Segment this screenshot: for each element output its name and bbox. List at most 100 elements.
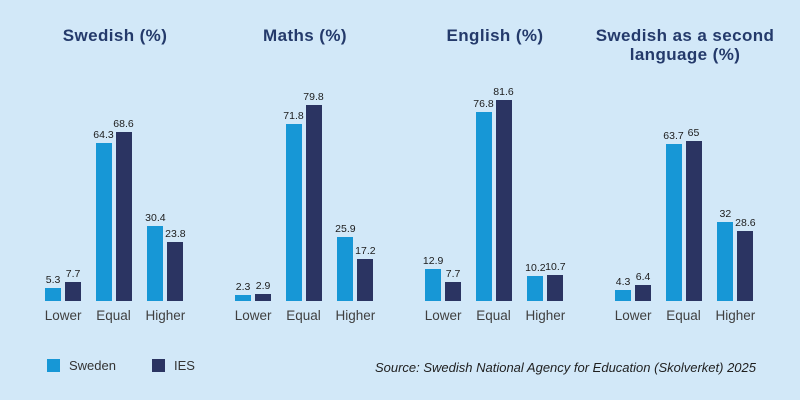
category-label: Higher [715,308,756,323]
bar-pair: 64.3 68.6 [93,117,134,301]
bar-ies [547,275,564,301]
category-label: Equal [476,308,511,323]
bar-ies [445,282,462,301]
bar-group: 76.8 81.6 Equal [473,86,514,333]
bar-sweden [147,226,164,301]
bar-with-label: 79.8 [303,90,324,301]
bar-value-label: 68.6 [113,117,134,130]
category-label: Higher [145,308,186,323]
bar-value-label: 79.8 [303,90,324,103]
bar-group: 4.3 6.4 Lower [615,271,652,333]
bar-group: 10.2 10.7 Higher [525,261,566,333]
bar-ies [737,231,754,301]
legend-item-sweden: Sweden [47,358,116,373]
category-label: Higher [525,308,566,323]
bar-with-label: 71.8 [283,110,304,301]
bar-ies [167,242,184,301]
bar-sweden [425,269,442,301]
bar-with-label: 68.6 [113,117,134,301]
category-label: Equal [666,308,701,323]
bar-with-label: 17.2 [355,244,376,301]
bar-group: 64.3 68.6 Equal [93,117,134,333]
bar-value-label: 65 [687,126,700,139]
chart-2: Maths (%) 2.3 2.9 Lower 71.8 79.8 Equal 25.9 17.… [210,26,400,332]
bar-with-label: 7.7 [445,267,462,301]
bar-sweden [95,143,112,301]
bar-sweden [717,222,734,301]
bar-group: 63.7 65 Equal [663,126,702,333]
bar-with-label: 7.7 [65,267,82,301]
bar-with-label: 76.8 [473,98,494,301]
bar-pair: 25.9 17.2 [335,222,376,301]
legend-label-sweden: Sweden [69,358,116,373]
bar-value-label: 12.9 [422,254,444,267]
bar-with-label: 12.9 [422,254,444,301]
category-label: Lower [44,308,82,323]
bar-value-label: 2.3 [235,280,251,293]
bar-sweden [615,290,632,301]
category-label: Lower [234,308,272,323]
bar-value-label: 64.3 [93,128,114,141]
category-label: Equal [96,308,131,323]
bar-pair: 2.3 2.9 [235,280,272,301]
bar-with-label: 2.9 [255,280,272,301]
chart-plot: 12.9 7.7 Lower 76.8 81.6 Equal 10.2 10.7 Higher [422,78,566,333]
chart-title: Swedish (%) [62,26,168,45]
bar-with-label: 65 [685,126,702,301]
bar-group: 32 28.6 Higher [715,208,756,333]
bar-sweden [285,124,302,301]
bar-pair: 30.4 23.8 [145,211,186,301]
legend-label-ies: IES [173,358,195,373]
chart-4: Swedish as a second language (%) 4.3 6.4 Lo… [590,26,780,332]
legend: Sweden IES [47,358,195,373]
bar-with-label: 63.7 [663,129,684,301]
bar-value-label: 30.4 [145,211,166,224]
bar-with-label: 25.9 [335,222,356,301]
bar-value-label: 10.2 [525,261,546,274]
bar-value-label: 7.7 [445,267,461,280]
bar-value-label: 5.3 [45,273,61,286]
bar-with-label: 64.3 [93,128,114,301]
bar-with-label: 30.4 [145,211,166,301]
bar-ies [305,105,322,301]
bar-value-label: 23.8 [165,227,186,240]
bar-sweden [235,295,252,301]
bar-group: 2.3 2.9 Lower [234,280,272,333]
bar-with-label: 32 [717,208,734,301]
chart-plot: 5.3 7.7 Lower 64.3 68.6 Equal 30.4 23.8 Higher [45,78,186,332]
bar-pair: 32 28.6 [717,208,756,301]
bar-value-label: 63.7 [663,129,684,142]
bar-group: 12.9 7.7 Lower [422,254,462,333]
bar-value-label: 17.2 [355,244,376,257]
charts-row: Swedish (%) 5.3 7.7 Lower 64.3 68.6 Equal 30.4 2… [20,26,780,332]
category-label: Lower [424,308,462,323]
source-note: Source: Swedish National Agency for Educ… [374,360,756,375]
bar-value-label: 25.9 [335,222,356,235]
bar-with-label: 81.6 [493,86,514,301]
bar-pair: 71.8 79.8 [283,90,324,301]
bar-ies [115,132,132,301]
chart-plot: 4.3 6.4 Lower 63.7 65 Equal 32 28.6 Higher [615,78,756,332]
bar-pair: 63.7 65 [663,126,702,301]
category-label: Equal [286,308,321,323]
bar-with-label: 28.6 [735,216,756,301]
bar-sweden [527,276,544,301]
bar-pair: 4.3 6.4 [615,271,652,301]
chart-title: Swedish as a second language (%) [595,26,775,65]
bar-value-label: 7.7 [65,267,81,280]
bar-ies [685,141,702,301]
bar-with-label: 5.3 [45,273,62,301]
bar-pair: 10.2 10.7 [525,261,566,301]
legend-swatch-sweden [47,359,60,372]
bar-with-label: 2.3 [235,280,252,301]
chart-3: English (%) 12.9 7.7 Lower 76.8 81.6 Equal 10.2… [400,26,590,332]
bar-value-label: 28.6 [735,216,756,229]
bar-with-label: 10.2 [525,261,546,301]
bar-ies [65,282,82,301]
bar-pair: 76.8 81.6 [473,86,514,301]
bar-with-label: 23.8 [165,227,186,301]
bar-ies [357,259,374,301]
bar-with-label: 6.4 [635,271,652,301]
legend-swatch-ies [151,359,165,372]
